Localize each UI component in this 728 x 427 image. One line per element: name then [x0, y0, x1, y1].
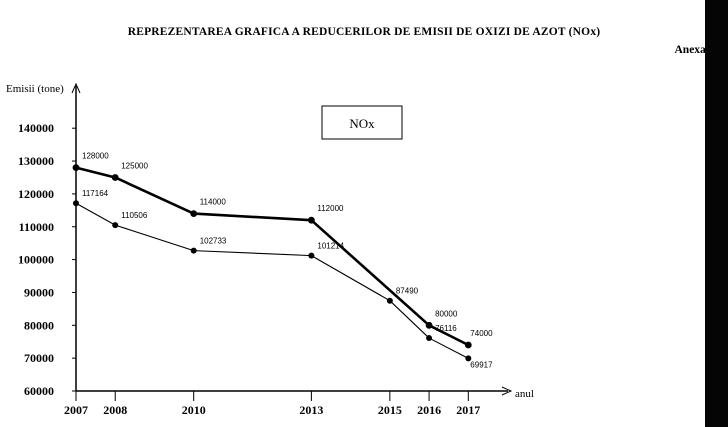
x-tick-label: 2010 [182, 403, 206, 417]
y-tick-label: 70000 [24, 351, 54, 365]
y-tick-label: 140000 [18, 121, 54, 135]
axes [71, 82, 513, 396]
y-tick-label: 130000 [18, 154, 54, 168]
data-point [464, 341, 472, 349]
data-point [426, 335, 433, 342]
legend-label: NOx [349, 116, 375, 131]
y-tick-label: 110000 [19, 220, 54, 234]
data-point [111, 174, 119, 181]
data-point [190, 247, 197, 254]
y-axis-arrow [71, 82, 81, 94]
x-tick-label: 2007 [64, 403, 88, 417]
y-tick-label: 80000 [24, 318, 54, 332]
x-tick-label: 2016 [417, 403, 441, 417]
data-point [112, 222, 119, 229]
data-label: 114000 [200, 198, 227, 207]
data-point [308, 252, 315, 259]
data-label: 102733 [200, 237, 227, 246]
data-label: 117164 [82, 189, 109, 198]
y-tick-label: 60000 [24, 384, 54, 398]
data-point [307, 216, 315, 224]
series-points [72, 164, 472, 362]
y-tick-label: 100000 [18, 253, 54, 267]
y-axis-label: Emisii (tone) [6, 83, 64, 95]
data-point [425, 321, 433, 329]
axis-ticks: 60000 70000 80000 90000 100000 110000 120000 13… [18, 121, 480, 417]
data-label: 76116 [435, 324, 457, 333]
x-tick-label: 2008 [103, 403, 127, 417]
data-label: 110506 [121, 211, 148, 220]
data-point [73, 200, 79, 207]
x-axis-label: anul [515, 388, 534, 400]
y-tick-label: 90000 [24, 285, 54, 299]
x-tick-label: 2013 [299, 403, 323, 417]
legend: NOx [321, 105, 403, 140]
x-tick-label: 2017 [456, 403, 480, 417]
data-labels: 128000 125000 114000 112000 80000 74000 117164… [82, 152, 493, 370]
data-label: 74000 [470, 329, 493, 338]
data-point [386, 297, 393, 304]
data-point [465, 355, 472, 362]
scan-edge-bar [705, 0, 728, 427]
chart-title: REPREZENTAREA GRAFICA A REDUCERILOR DE E… [127, 26, 601, 38]
series-line-0 [75, 166, 469, 347]
series-line-1 [75, 202, 469, 359]
data-label: 128000 [82, 152, 109, 161]
x-tick-label: 2015 [378, 403, 402, 417]
data-label: 112000 [317, 204, 344, 213]
x-axis-arrow [501, 386, 513, 396]
data-label: 101214 [317, 242, 344, 251]
series-lines [75, 166, 469, 359]
data-label: 87490 [396, 287, 419, 296]
data-point [72, 164, 80, 172]
data-point [190, 210, 198, 218]
y-tick-label: 120000 [18, 187, 54, 201]
data-label: 125000 [121, 161, 148, 170]
data-label: 69917 [470, 360, 493, 369]
legend-box [321, 105, 403, 140]
data-label: 80000 [435, 309, 458, 318]
